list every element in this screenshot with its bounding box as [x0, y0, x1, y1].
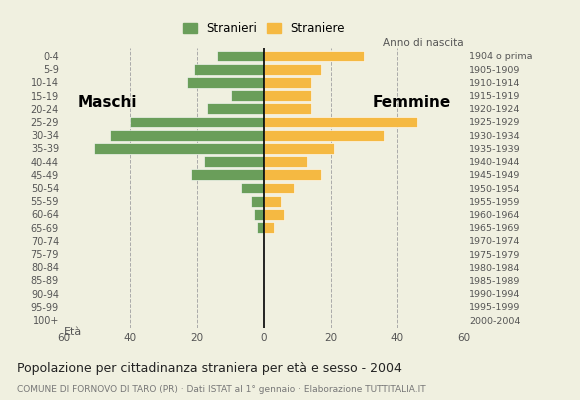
- Bar: [204, 156, 264, 167]
- Bar: [94, 143, 264, 154]
- Bar: [264, 182, 294, 194]
- Bar: [264, 116, 417, 127]
- Bar: [230, 90, 264, 101]
- Bar: [187, 77, 264, 88]
- Bar: [264, 103, 311, 114]
- Bar: [251, 196, 264, 207]
- Bar: [217, 50, 264, 61]
- Bar: [194, 64, 264, 74]
- Bar: [190, 169, 264, 180]
- Bar: [254, 209, 264, 220]
- Bar: [264, 77, 311, 88]
- Text: Maschi: Maschi: [77, 95, 137, 110]
- Text: Anno di nascita: Anno di nascita: [383, 38, 464, 48]
- Bar: [110, 130, 264, 140]
- Bar: [264, 156, 307, 167]
- Bar: [264, 90, 311, 101]
- Text: COMUNE DI FORNOVO DI TARO (PR) · Dati ISTAT al 1° gennaio · Elaborazione TUTTITA: COMUNE DI FORNOVO DI TARO (PR) · Dati IS…: [17, 385, 426, 394]
- Bar: [264, 196, 281, 207]
- Bar: [257, 222, 264, 233]
- Bar: [264, 143, 334, 154]
- Bar: [264, 222, 274, 233]
- Text: Femmine: Femmine: [372, 95, 451, 110]
- Bar: [264, 64, 321, 74]
- Bar: [241, 182, 264, 194]
- Text: Età: Età: [64, 327, 82, 337]
- Bar: [264, 130, 384, 140]
- Bar: [130, 116, 264, 127]
- Bar: [264, 50, 364, 61]
- Text: Popolazione per cittadinanza straniera per età e sesso - 2004: Popolazione per cittadinanza straniera p…: [17, 362, 403, 375]
- Legend: Stranieri, Straniere: Stranieri, Straniere: [178, 18, 350, 40]
- Bar: [264, 209, 284, 220]
- Bar: [264, 169, 321, 180]
- Bar: [207, 103, 264, 114]
